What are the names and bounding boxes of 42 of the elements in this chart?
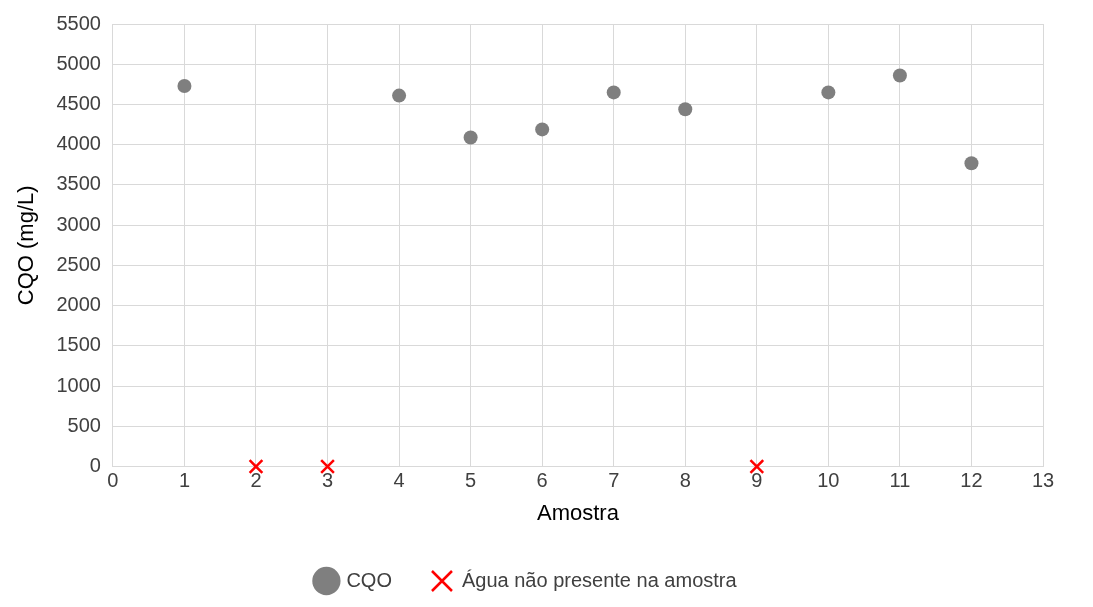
legend-label: Água não presente na amostra bbox=[461, 568, 738, 591]
y-tick-label: 1000 bbox=[56, 373, 101, 396]
point bbox=[964, 156, 979, 171]
x-tick-label: 1 bbox=[178, 469, 190, 492]
x-tick-label: 6 bbox=[536, 469, 548, 492]
x-tick-label: 11 bbox=[889, 469, 911, 492]
point bbox=[606, 85, 621, 100]
x-tick-label: 8 bbox=[679, 469, 691, 492]
x-tick-label: 12 bbox=[960, 469, 983, 492]
y-tick-label: 0 bbox=[89, 454, 101, 477]
x-tick-label: 5 bbox=[465, 469, 477, 492]
point bbox=[821, 85, 836, 100]
point bbox=[392, 88, 407, 103]
y-tick-label: 5500 bbox=[56, 11, 101, 34]
point bbox=[177, 78, 192, 93]
x-tick-label: 4 bbox=[393, 469, 405, 492]
x-tick-label: 0 bbox=[107, 469, 119, 492]
point bbox=[749, 458, 765, 475]
x-tick-label: 10 bbox=[817, 469, 840, 492]
point bbox=[248, 458, 264, 475]
point bbox=[678, 102, 693, 117]
y-tick-label: 1500 bbox=[56, 333, 101, 356]
y-tick-label: 2000 bbox=[56, 293, 101, 316]
y-tick-label: 4500 bbox=[56, 91, 101, 114]
y-tick-label: 5000 bbox=[56, 51, 101, 74]
point bbox=[535, 122, 550, 137]
x-tick-label: 13 bbox=[1031, 469, 1055, 492]
y-tick-label: 2500 bbox=[56, 252, 101, 275]
point bbox=[892, 68, 907, 83]
x-tick-label: 7 bbox=[608, 469, 620, 492]
x-tick-label: 9 bbox=[751, 469, 763, 492]
y-tick-label: 3500 bbox=[56, 172, 101, 195]
y-axis-title: CQO (mg/L) bbox=[13, 185, 39, 306]
x-tick-label: 2 bbox=[250, 469, 262, 492]
y-tick-label: 4000 bbox=[56, 132, 101, 155]
legend-label: CQO bbox=[346, 568, 392, 591]
point bbox=[319, 458, 336, 475]
y-tick-label: 500 bbox=[67, 413, 101, 436]
point bbox=[463, 130, 478, 145]
x-tick-label: 3 bbox=[321, 469, 334, 492]
y-tick-label: 3000 bbox=[56, 212, 101, 235]
x-axis-title: Amostra bbox=[536, 499, 620, 525]
